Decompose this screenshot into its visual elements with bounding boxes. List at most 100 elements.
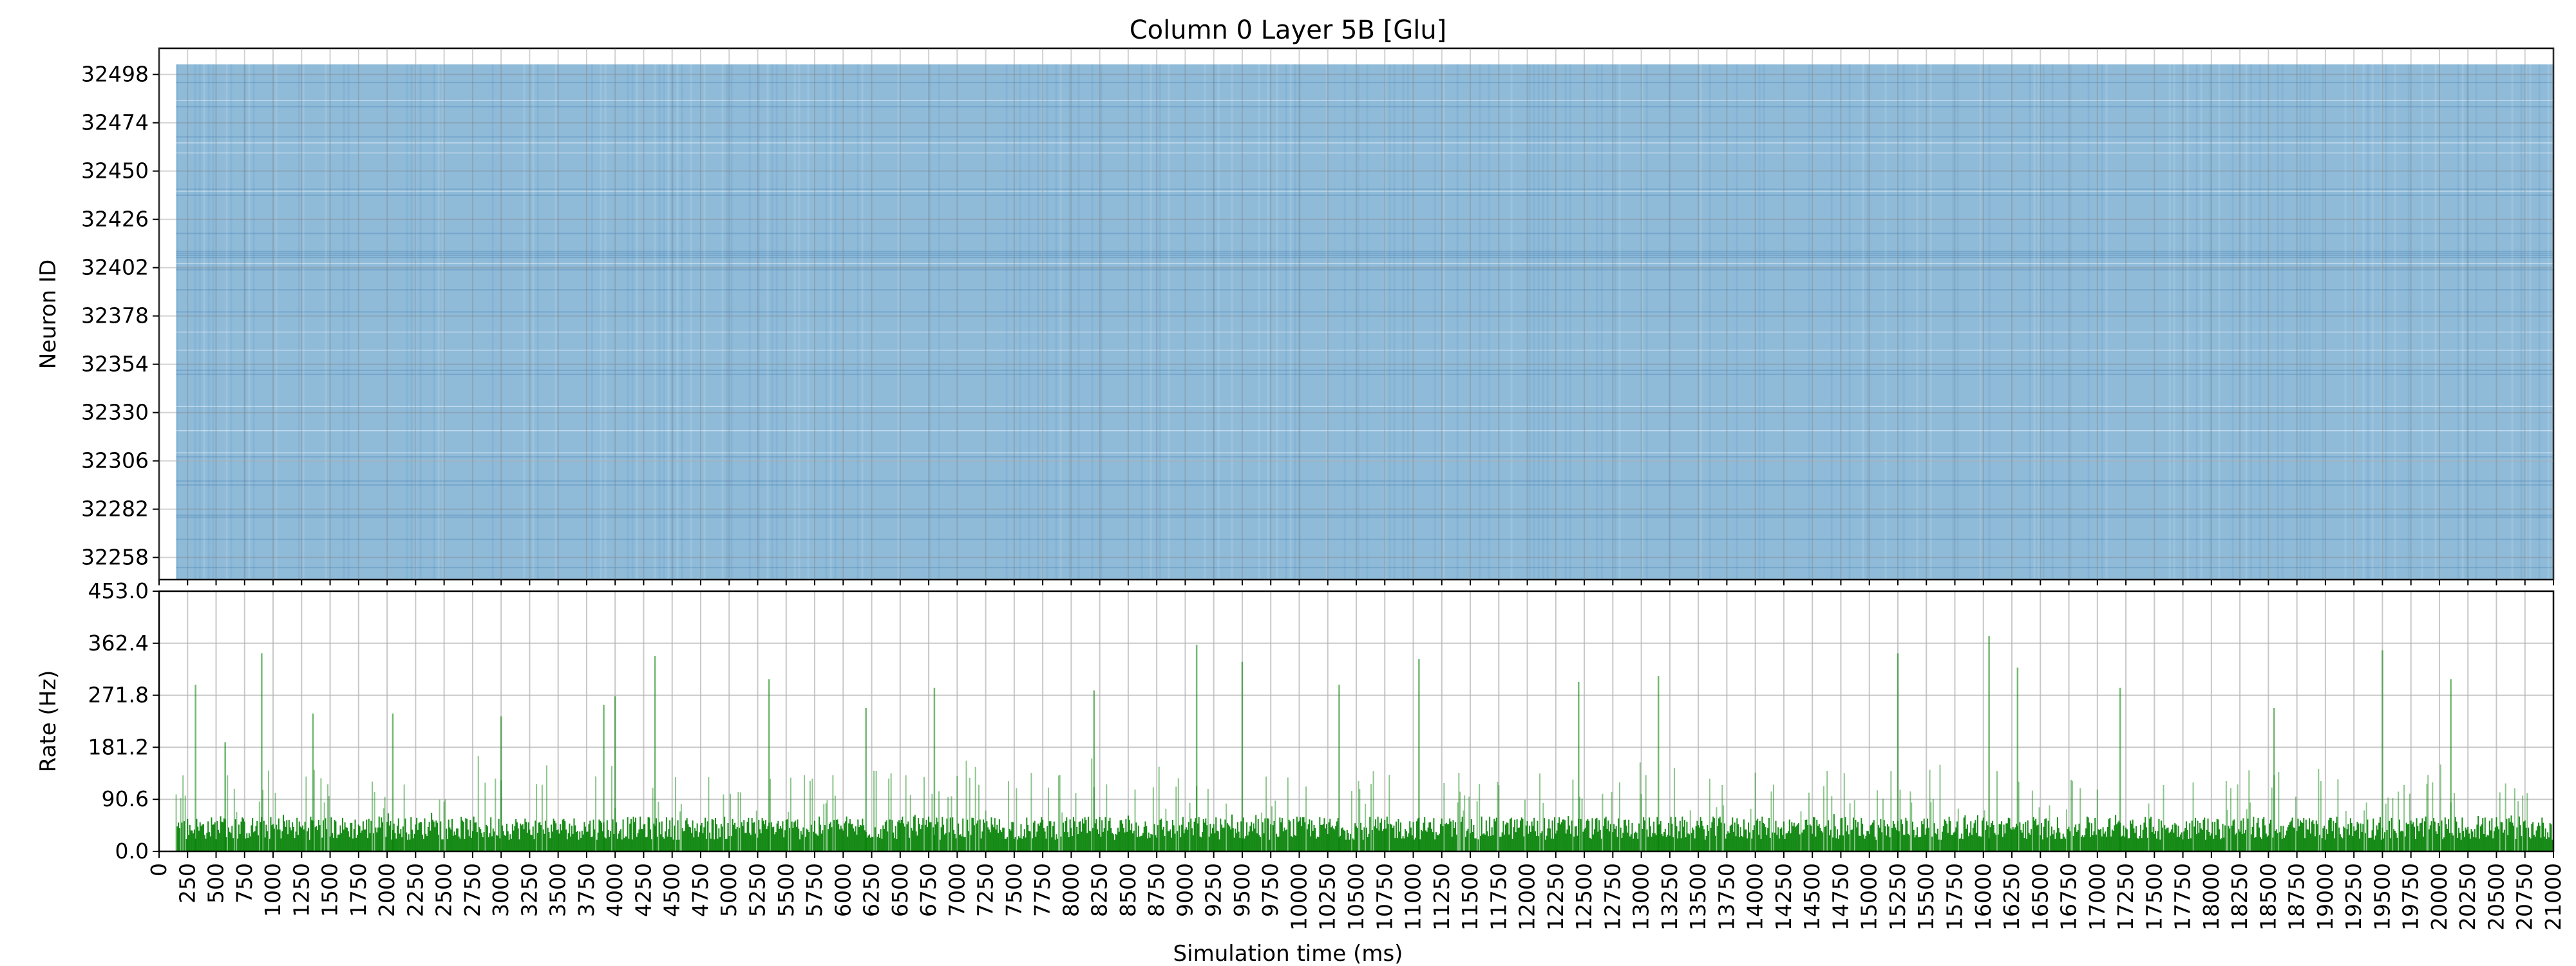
- spike-column: [2087, 64, 2090, 580]
- x-tick-label: 9250: [1201, 863, 1226, 917]
- spike-column: [748, 64, 751, 580]
- spike-column: [1862, 64, 1864, 580]
- spike-column: [2038, 64, 2040, 580]
- spike-column: [1956, 64, 1959, 580]
- x-tick-label: 17250: [2113, 863, 2138, 931]
- raster-y-tick-label: 32474: [81, 110, 149, 135]
- spike-column: [627, 64, 629, 580]
- x-tick-label: 8250: [1087, 863, 1112, 917]
- spike-column: [2538, 64, 2541, 580]
- spike-column: [2029, 64, 2031, 580]
- spike-column: [2344, 64, 2347, 580]
- spike-column: [194, 64, 196, 580]
- rate-y-tick-label: 181.2: [88, 734, 149, 759]
- spike-column: [1600, 64, 1603, 580]
- spike-column: [1866, 64, 1869, 580]
- x-tick-label: 10250: [1315, 863, 1340, 931]
- spike-column: [1668, 64, 1671, 580]
- x-tick-label: 10750: [1372, 863, 1397, 931]
- spike-column: [667, 64, 670, 580]
- x-tick-label: 4500: [659, 863, 685, 917]
- spike-column: [1393, 64, 1396, 580]
- spike-column: [198, 64, 201, 580]
- spike-column: [1005, 64, 1008, 580]
- spike-column: [2218, 64, 2221, 580]
- spike-column: [1569, 64, 1571, 580]
- x-tick-label: 2250: [402, 863, 428, 917]
- spike-column: [1041, 64, 1044, 580]
- x-tick-label: 11750: [1486, 863, 1511, 931]
- spike-column: [591, 64, 593, 580]
- spike-column: [1100, 64, 1103, 580]
- x-tick-label: 17500: [2141, 863, 2166, 931]
- spike-column: [631, 64, 634, 580]
- spike-column: [2173, 64, 2175, 580]
- spike-column: [2101, 64, 2103, 580]
- x-tick-label: 16750: [2056, 863, 2081, 931]
- x-tick-label: 13500: [1685, 863, 1710, 931]
- spike-column: [2051, 64, 2054, 580]
- spike-column: [2231, 64, 2234, 580]
- spike-column: [225, 64, 228, 580]
- x-tick-label: 20500: [2483, 863, 2508, 931]
- x-tick-label: 12250: [1543, 863, 1568, 931]
- x-tick-label: 7500: [1001, 863, 1027, 917]
- spike-column: [1077, 64, 1080, 580]
- spike-column: [2511, 64, 2514, 580]
- x-tick-label: 21000: [2541, 863, 2566, 931]
- spike-column: [1542, 64, 1544, 580]
- spike-density: [176, 64, 2553, 580]
- raster-y-tick-label: 32330: [81, 400, 149, 425]
- spike-column: [1298, 64, 1301, 580]
- spike-column: [1168, 64, 1170, 580]
- spike-column: [212, 64, 214, 580]
- spike-column: [2457, 64, 2459, 580]
- spike-column: [2394, 64, 2396, 580]
- raster-y-tick-label: 32378: [81, 303, 149, 328]
- x-tick-label: 16500: [2027, 863, 2052, 931]
- rate-plot: 32258 32282 32306 32330 32354 32378 32402 32426…: [81, 48, 2566, 931]
- x-tick-label: 3250: [516, 863, 542, 917]
- spike-column: [2547, 64, 2550, 580]
- spike-column: [771, 64, 773, 580]
- spike-column: [2200, 64, 2202, 580]
- x-tick-label: 19500: [2369, 863, 2394, 931]
- spike-column: [2322, 64, 2324, 580]
- x-tick-label: 15000: [1857, 863, 1882, 931]
- x-tick-label: 7000: [944, 863, 969, 917]
- spike-column: [1929, 64, 1932, 580]
- spike-column: [1614, 64, 1616, 580]
- spike-column: [442, 64, 444, 580]
- spike-column: [1217, 64, 1220, 580]
- x-tick-label: 15750: [1942, 863, 1967, 931]
- spike-column: [897, 64, 900, 580]
- spike-column: [2277, 64, 2279, 580]
- spike-column: [1037, 64, 1039, 580]
- spike-column: [658, 64, 661, 580]
- spike-column: [1546, 64, 1549, 580]
- spike-column: [536, 64, 539, 580]
- spike-column: [1533, 64, 1535, 580]
- spike-column: [1091, 64, 1094, 580]
- spike-column: [1028, 64, 1030, 580]
- x-tick-label: 4000: [602, 863, 627, 917]
- x-tick-label: 8500: [1115, 863, 1141, 917]
- x-tick-label: 4250: [630, 863, 656, 917]
- x-tick-label: 19000: [2313, 863, 2338, 931]
- spike-column: [1700, 64, 1702, 580]
- spike-column: [2249, 64, 2252, 580]
- raster-y-axis-label: Neuron ID: [35, 260, 61, 370]
- spike-column: [1406, 64, 1409, 580]
- spike-column: [1055, 64, 1057, 580]
- spike-column: [1988, 64, 1991, 580]
- spike-column: [1456, 64, 1459, 580]
- x-tick-label: 16250: [1999, 863, 2024, 931]
- spike-column: [1763, 64, 1765, 580]
- spike-column: [798, 64, 800, 580]
- spike-column: [825, 64, 828, 580]
- spike-column: [230, 64, 232, 580]
- spike-column: [1758, 64, 1761, 580]
- x-tick-label: 6000: [830, 863, 855, 917]
- spike-column: [2529, 64, 2532, 580]
